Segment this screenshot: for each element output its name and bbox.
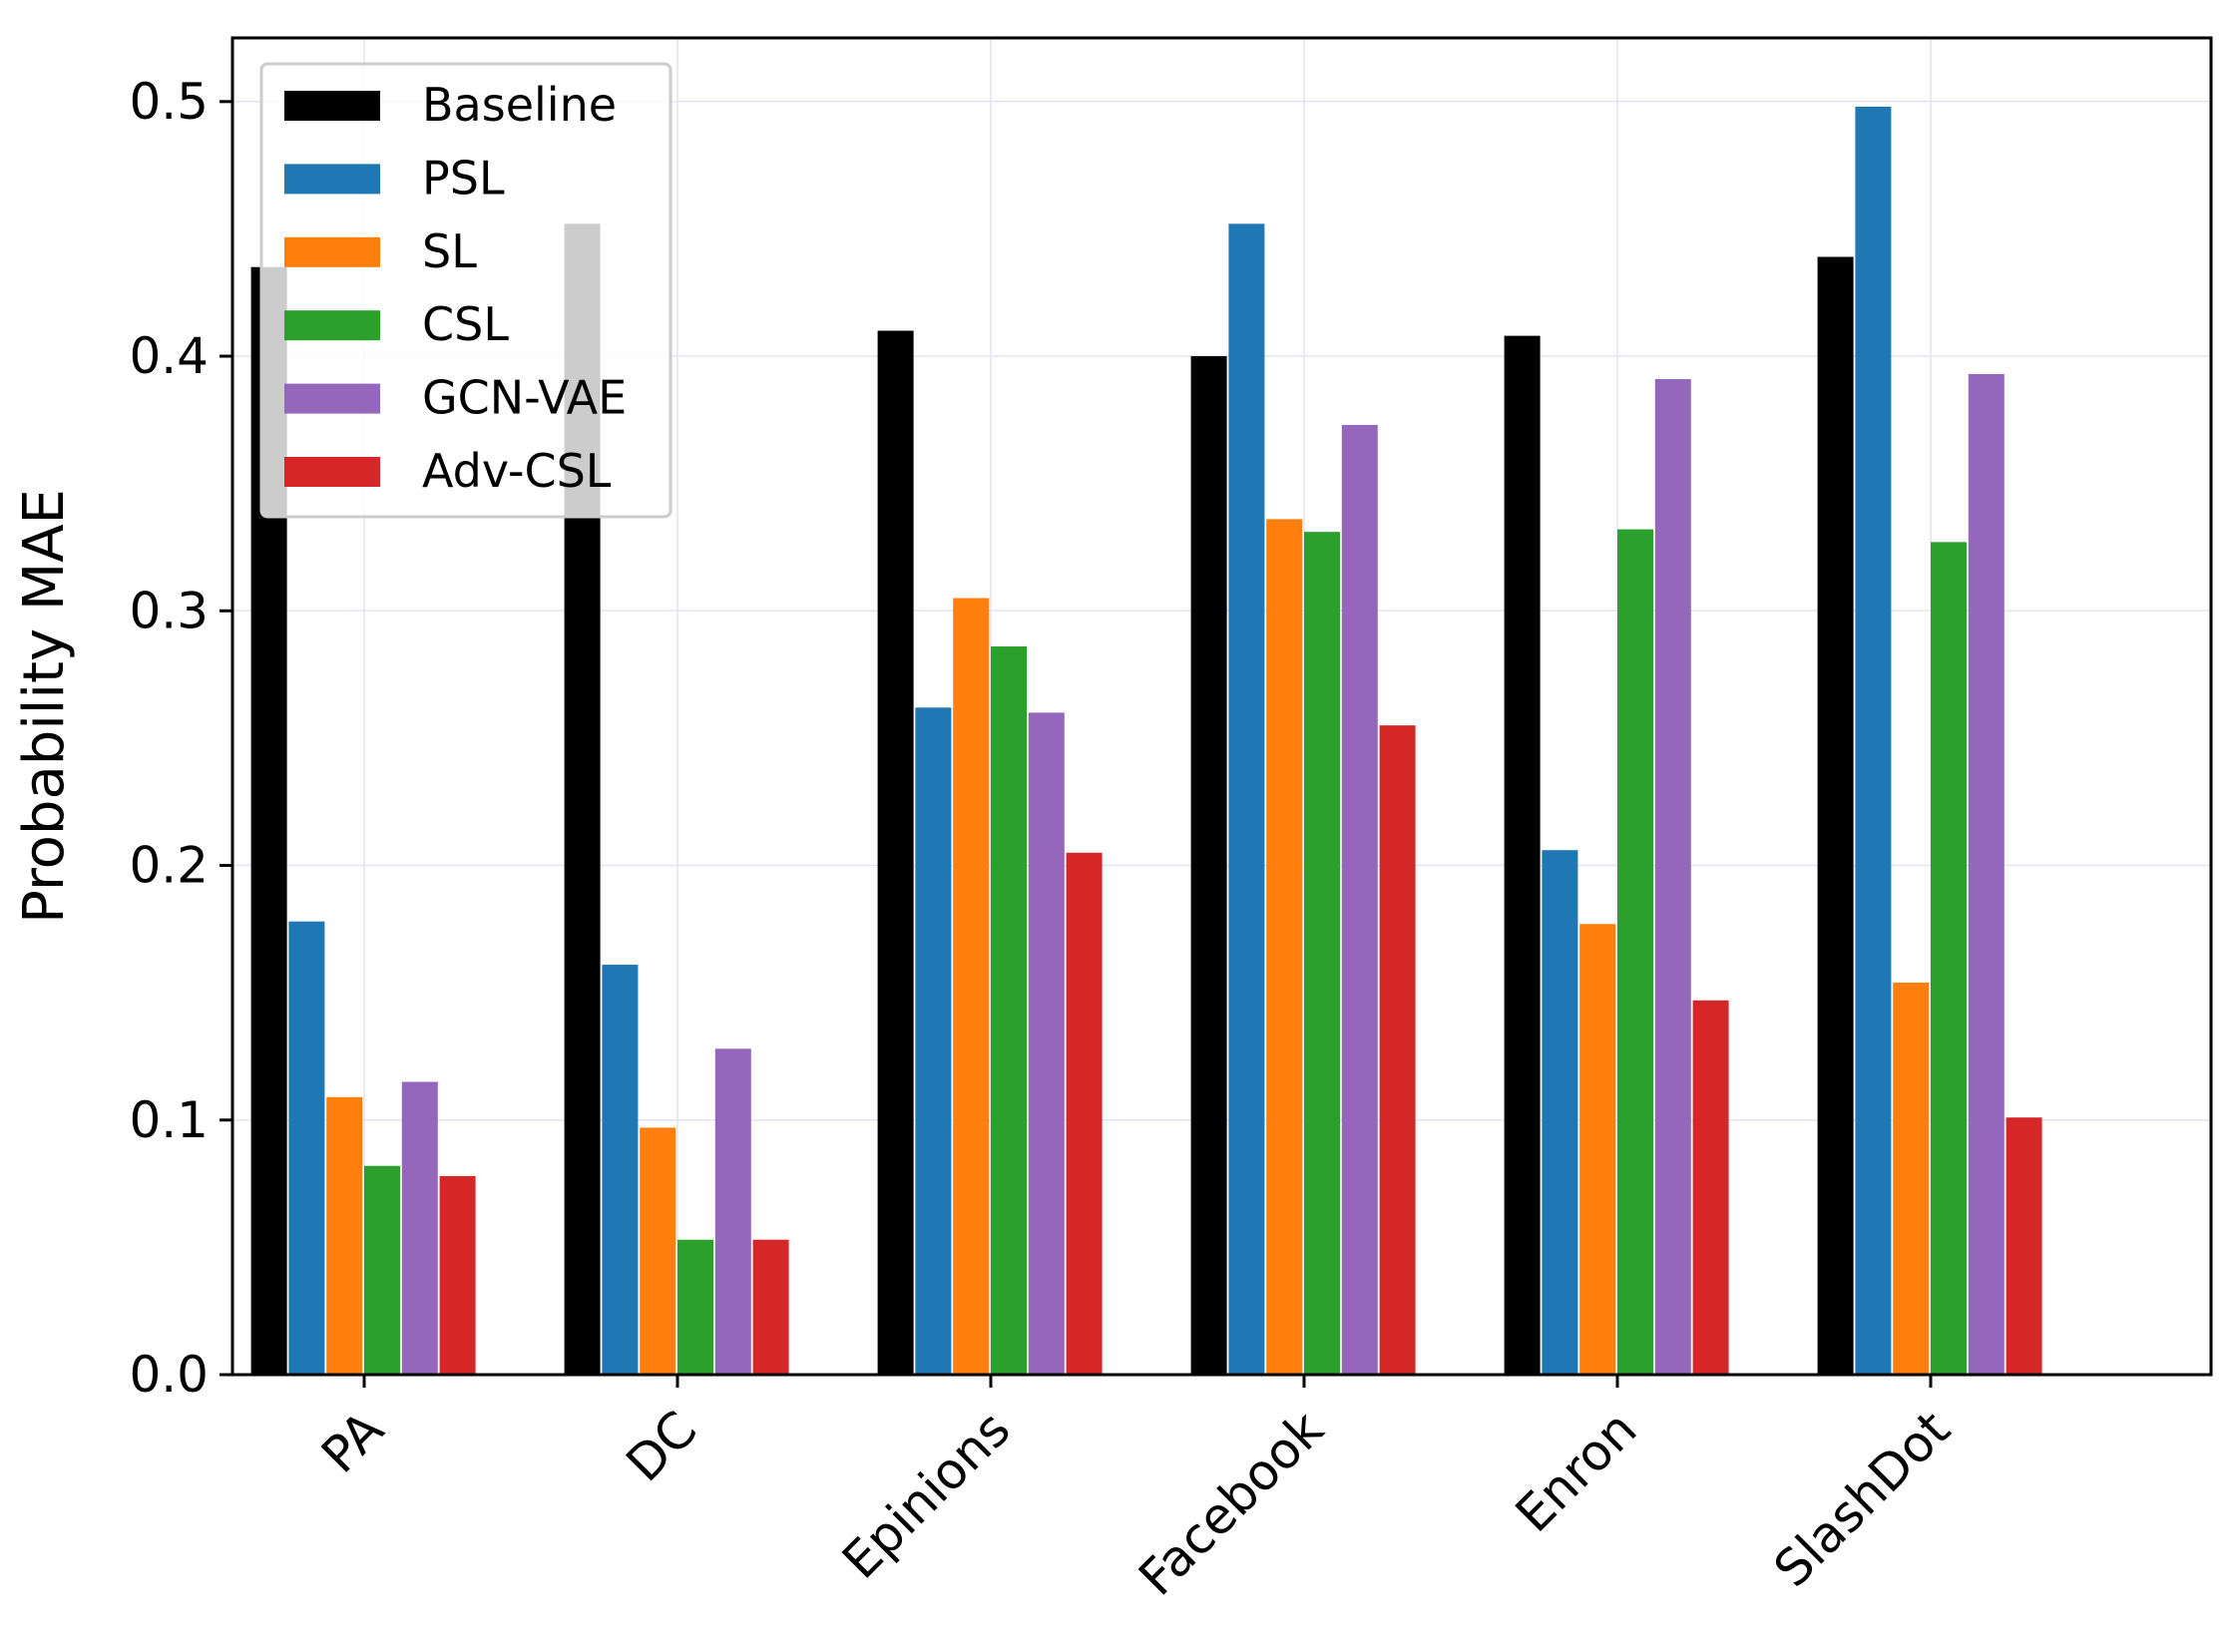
y-tick-label: 0.0	[129, 1346, 209, 1404]
bar-psl-pa	[288, 921, 325, 1375]
bar-psl-slashdot	[1855, 106, 1892, 1375]
bar-sl-enron	[1579, 924, 1616, 1375]
bar-adv-csl-epinions	[1066, 852, 1103, 1375]
bar-gcn-vae-slashdot	[1968, 373, 2005, 1375]
bar-adv-csl-dc	[752, 1239, 789, 1375]
legend: Baseline PSL SL CSL GCN-VAE Adv-CSL	[259, 62, 672, 519]
bar-psl-facebook	[1228, 223, 1265, 1375]
bar-adv-csl-pa	[439, 1175, 476, 1375]
legend-swatch	[284, 457, 380, 487]
bar-csl-epinions	[991, 646, 1027, 1375]
y-axis-title: Probability MAE	[12, 489, 77, 924]
legend-label: PSL	[422, 151, 505, 205]
bar-sl-slashdot	[1893, 982, 1930, 1375]
bar-gcn-vae-facebook	[1341, 424, 1378, 1375]
legend-label: Adv-CSL	[422, 444, 612, 498]
legend-swatch	[284, 164, 380, 195]
bar-gcn-vae-pa	[401, 1081, 438, 1375]
bar-baseline-epinions	[877, 330, 914, 1375]
plot-frame	[230, 36, 2213, 1377]
bar-psl-epinions	[915, 707, 952, 1375]
legend-swatch	[284, 91, 380, 121]
y-axis: 0.0 0.1 0.2 0.3 0.4 0.5	[129, 73, 232, 1404]
y-tick-label: 0.1	[129, 1091, 209, 1149]
legend-label: CSL	[422, 297, 509, 351]
bar-csl-enron	[1617, 529, 1653, 1375]
y-tick-label: 0.3	[129, 582, 209, 639]
bar-psl-enron	[1542, 850, 1578, 1375]
bar-sl-facebook	[1266, 519, 1303, 1375]
bar-adv-csl-facebook	[1379, 725, 1416, 1375]
bar-psl-dc	[602, 965, 639, 1375]
bar-csl-slashdot	[1931, 542, 1967, 1375]
y-tick-label: 0.4	[129, 327, 209, 385]
bar-csl-pa	[364, 1165, 400, 1375]
y-tick-label: 0.5	[129, 73, 209, 131]
bars	[250, 106, 2042, 1376]
bar-baseline-slashdot	[1817, 256, 1854, 1375]
bar-csl-dc	[677, 1239, 713, 1375]
bar-gcn-vae-dc	[714, 1048, 751, 1375]
bar-gcn-vae-enron	[1654, 379, 1691, 1375]
bar-adv-csl-enron	[1692, 1000, 1729, 1375]
bar-sl-dc	[640, 1127, 676, 1375]
bar-adv-csl-slashdot	[2006, 1117, 2042, 1375]
bar-baseline-enron	[1504, 335, 1541, 1376]
y-tick-label: 0.2	[129, 837, 209, 895]
legend-swatch	[284, 383, 380, 414]
bar-csl-facebook	[1304, 532, 1340, 1375]
legend-swatch	[284, 236, 380, 267]
legend-label: Baseline	[422, 78, 617, 132]
bar-gcn-vae-epinions	[1028, 712, 1065, 1375]
bar-baseline-facebook	[1190, 356, 1227, 1375]
bar-sl-epinions	[953, 598, 990, 1375]
legend-swatch	[284, 310, 380, 341]
legend-label: SL	[422, 224, 477, 278]
legend-label: GCN-VAE	[422, 371, 627, 425]
bar-sl-pa	[326, 1096, 363, 1375]
